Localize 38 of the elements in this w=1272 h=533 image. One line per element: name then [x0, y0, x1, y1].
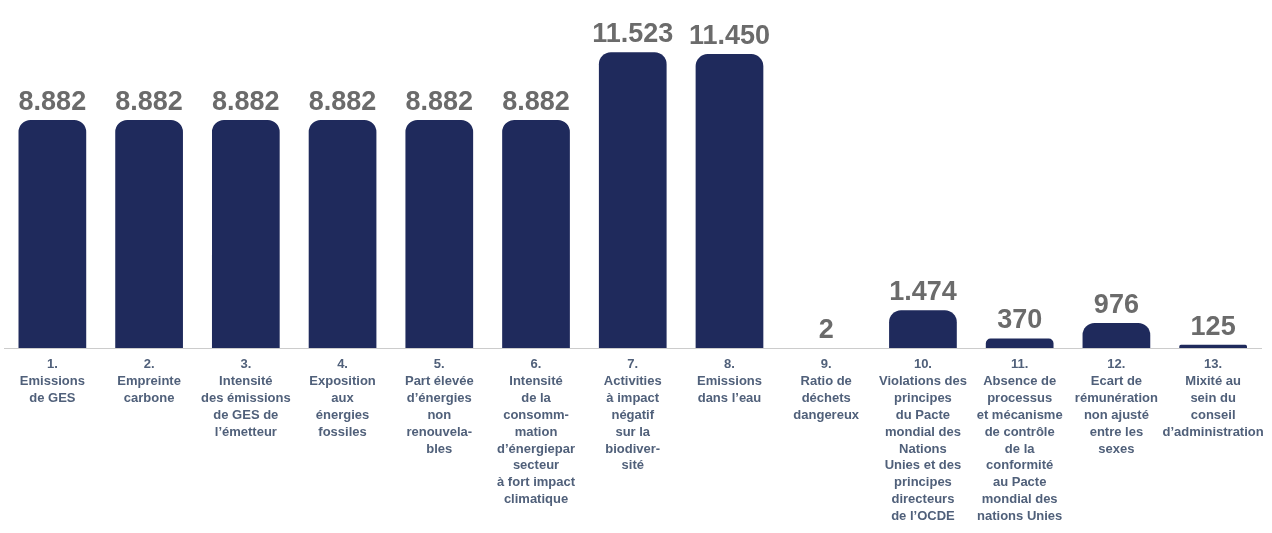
data-label: 8.882: [18, 85, 87, 116]
bar: [985, 338, 1054, 348]
x-tick-label: 4. Exposition aux énergies fossiles: [309, 356, 376, 439]
data-label: 2: [818, 313, 834, 344]
bar: [1082, 322, 1151, 348]
data-label: 370: [997, 304, 1043, 335]
x-tick-label: 5. Part élevée d’énergies non renouvela- bles: [404, 356, 474, 456]
bar: [598, 52, 667, 348]
data-label: 8.882: [115, 85, 183, 116]
x-tick-label: 2. Empreinte carbone: [117, 356, 181, 405]
bar: [211, 120, 280, 348]
x-tick-label: 8. Emissions dans l’eau: [696, 356, 762, 405]
bar: [502, 120, 570, 348]
bar: [18, 120, 87, 348]
data-label: 8.882: [502, 85, 570, 116]
data-label: 8.882: [212, 85, 280, 116]
data-label: 8.882: [308, 85, 377, 116]
data-label: 11.523: [592, 18, 674, 49]
data-label: 11.450: [688, 20, 771, 51]
bar: [308, 120, 377, 348]
category-label: 10. Violations des principes du Pacte mondial des Nations Unies et des principes directeurs de l’OCDE: [878, 356, 967, 524]
data-label: 1.474: [889, 276, 957, 307]
category-label: 11. Absence de processus et mécanisme de contrôle de la conformité au Pacte mondial des nations Unies: [976, 356, 1063, 524]
data-label: 8.882: [405, 85, 474, 116]
x-tick-label: 13. Mixité au sein du conseil d’administration: [1162, 356, 1264, 439]
bar: [889, 310, 957, 348]
data-label: 976: [1093, 288, 1139, 319]
bar: [695, 54, 764, 348]
x-tick-label: 12. Ecart de rémunération non ajusté entre les sexes: [1074, 356, 1158, 456]
x-tick-label: 3. Intensité des émissions de GES de l’émetteur: [201, 356, 291, 439]
x-tick-label: 9. Ratio de déchets dangereux: [793, 356, 860, 422]
data-label: 125: [1190, 310, 1236, 341]
bar: [405, 120, 474, 348]
bar: [1179, 344, 1247, 348]
category-label: 6. Intensité de la consomm- mation d’énergiepar secteur à fort impact climatique: [497, 356, 576, 507]
x-tick-label: 1. Emissions de GES: [19, 356, 85, 405]
bar: [115, 120, 183, 348]
x-tick-label: 7. Activities à impact négatif sur la biodiver- sité: [603, 356, 662, 473]
